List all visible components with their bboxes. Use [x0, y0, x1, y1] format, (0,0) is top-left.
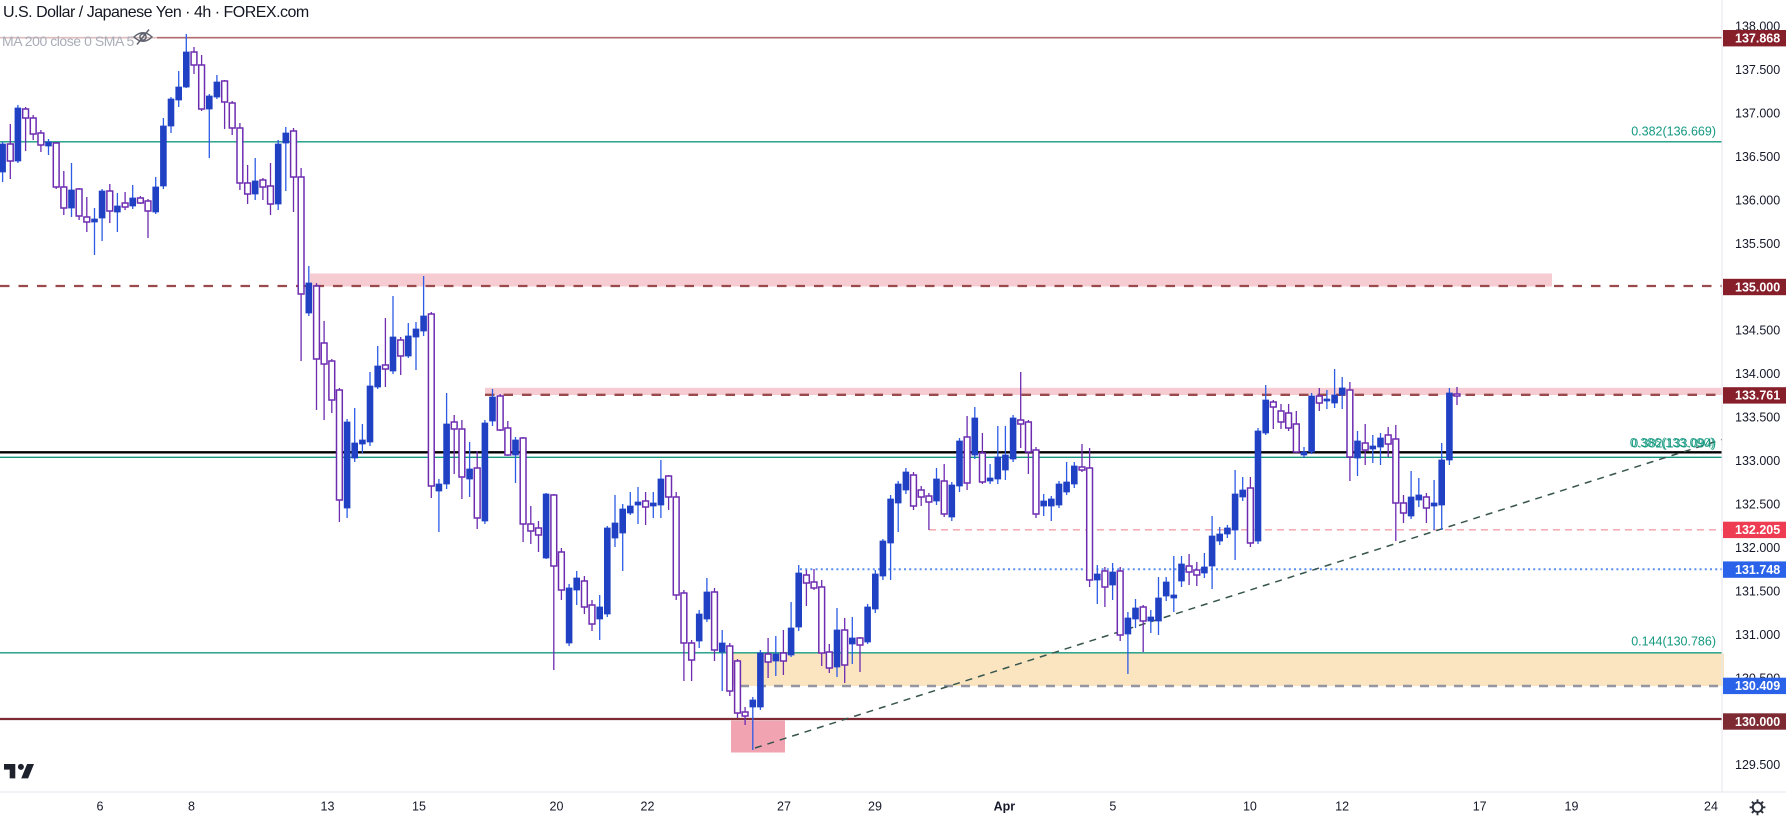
- svg-text:132.000: 132.000: [1735, 541, 1780, 555]
- svg-text:0.382(136.669): 0.382(136.669): [1631, 125, 1716, 139]
- svg-text:17: 17: [1473, 800, 1487, 814]
- svg-text:132.205: 132.205: [1735, 523, 1780, 537]
- svg-text:19: 19: [1565, 800, 1579, 814]
- svg-text:129.500: 129.500: [1735, 758, 1780, 772]
- svg-text:137.868: 137.868: [1735, 32, 1780, 46]
- svg-text:131.000: 131.000: [1735, 628, 1780, 642]
- svg-text:6: 6: [97, 800, 104, 814]
- svg-text:130.000: 130.000: [1735, 715, 1780, 729]
- svg-text:U.S. Dollar / Japanese Yen · 4: U.S. Dollar / Japanese Yen · 4h · FOREX.…: [3, 4, 309, 21]
- svg-text:131.748: 131.748: [1735, 563, 1780, 577]
- svg-text:0.386(133.090): 0.386(133.090): [1630, 436, 1715, 450]
- svg-text:135.500: 135.500: [1735, 237, 1780, 251]
- svg-text:136.500: 136.500: [1735, 150, 1780, 164]
- svg-text:22: 22: [641, 800, 655, 814]
- svg-text:8: 8: [188, 800, 195, 814]
- svg-text:MA 200 close 0 SMA 5: MA 200 close 0 SMA 5: [2, 33, 135, 49]
- svg-text:24: 24: [1704, 800, 1718, 814]
- svg-text:27: 27: [777, 800, 791, 814]
- svg-text:137.000: 137.000: [1735, 107, 1780, 121]
- svg-text:20: 20: [550, 800, 564, 814]
- svg-text:133.761: 133.761: [1735, 389, 1780, 403]
- svg-text:137.500: 137.500: [1735, 63, 1780, 77]
- svg-text:131.500: 131.500: [1735, 584, 1780, 598]
- svg-text:0.144(130.786): 0.144(130.786): [1631, 635, 1716, 649]
- svg-text:133.000: 133.000: [1735, 454, 1780, 468]
- svg-text:5: 5: [1109, 800, 1116, 814]
- svg-text:15: 15: [412, 800, 426, 814]
- svg-text:136.000: 136.000: [1735, 193, 1780, 207]
- svg-text:130.409: 130.409: [1735, 679, 1780, 693]
- svg-text:Apr: Apr: [994, 800, 1016, 814]
- svg-text:12: 12: [1335, 800, 1349, 814]
- svg-text:134.500: 134.500: [1735, 324, 1780, 338]
- svg-text:0.382(133.094): 0.382(133.094): [1631, 437, 1716, 451]
- svg-text:132.500: 132.500: [1735, 498, 1780, 512]
- svg-text:135.000: 135.000: [1735, 280, 1780, 294]
- svg-text:133.500: 133.500: [1735, 411, 1780, 425]
- svg-text:134.000: 134.000: [1735, 367, 1780, 381]
- svg-text:29: 29: [868, 800, 882, 814]
- svg-text:13: 13: [321, 800, 335, 814]
- svg-text:10: 10: [1243, 800, 1257, 814]
